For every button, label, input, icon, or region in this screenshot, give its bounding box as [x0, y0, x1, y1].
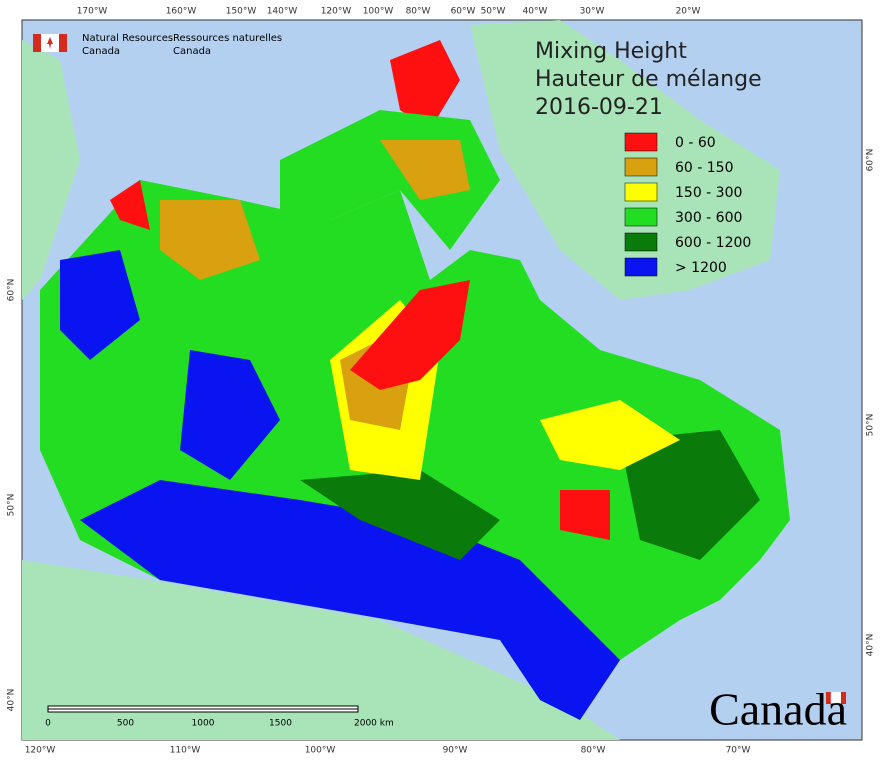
agency-en: Natural Resources — [82, 33, 173, 44]
legend-label: 150 - 300 — [675, 185, 742, 201]
scale-label: 0 — [45, 719, 51, 729]
right-lat-label: 40°N — [866, 634, 876, 657]
agency-en: Canada — [82, 46, 120, 57]
top-lon-label: 120°W — [321, 7, 352, 17]
top-lon-label: 140°W — [267, 7, 298, 17]
right-lat-label: 50°N — [866, 414, 876, 437]
top-lon-label: 20°W — [676, 7, 701, 17]
legend-label: 300 - 600 — [675, 210, 742, 226]
top-lon-label: 80°W — [406, 7, 431, 17]
legend-swatch — [624, 207, 658, 227]
legend-label: > 1200 — [675, 260, 727, 276]
bottom-lon-label: 100°W — [305, 746, 336, 756]
scale-label: 500 — [117, 719, 134, 729]
top-lon-label: 160°W — [166, 7, 197, 17]
bottom-lon-label: 120°W — [25, 746, 56, 756]
top-lon-label: 150°W — [226, 7, 257, 17]
bottom-lon-label: 110°W — [170, 746, 201, 756]
left-lat-label: 60°N — [7, 279, 17, 302]
legend-swatch — [624, 132, 658, 152]
agency-fr: Ressources naturelles — [173, 33, 282, 44]
bottom-lon-label: 70°W — [726, 746, 751, 756]
legend: 0 - 60 60 - 150 150 - 300 300 - 600 600 - 12… — [624, 132, 751, 277]
top-lon-label: 40°W — [523, 7, 548, 17]
graticule-labels: 170°W 160°W 150°W 140°W 120°W 100°W 80°W 60°W 50… — [7, 7, 876, 756]
map-title: Mixing Height — [535, 39, 687, 64]
top-lon-label: 100°W — [363, 7, 394, 17]
scale-bar: 0 500 1000 1500 2000 km — [45, 705, 394, 729]
left-lat-label: 50°N — [7, 494, 17, 517]
top-lon-label: 170°W — [77, 7, 108, 17]
legend-label: 600 - 1200 — [675, 235, 751, 251]
right-lat-label: 60°N — [866, 149, 876, 172]
left-lat-label: 40°N — [7, 689, 17, 712]
scale-label: 2000 km — [354, 719, 394, 729]
scale-label: 1000 — [192, 719, 215, 729]
wordmark-flag — [826, 691, 846, 705]
map-land — [22, 20, 790, 740]
legend-swatch — [624, 232, 658, 252]
legend-label: 0 - 60 — [675, 135, 716, 151]
bottom-lon-label: 90°W — [443, 746, 468, 756]
bottom-lon-label: 80°W — [581, 746, 606, 756]
scale-label: 1500 — [269, 719, 292, 729]
top-lon-label: 60°W — [451, 7, 476, 17]
logo-flag — [33, 34, 67, 52]
agency-fr: Canada — [173, 46, 211, 57]
wordmark: Canada — [709, 684, 847, 735]
top-lon-label: 50°W — [481, 7, 506, 17]
legend-label: 60 - 150 — [675, 160, 734, 176]
map-title: Hauteur de mélange — [535, 67, 762, 92]
map-date: 2016-09-21 — [535, 95, 663, 120]
legend-swatch — [624, 257, 658, 277]
legend-swatch — [624, 157, 658, 177]
legend-swatch — [624, 182, 658, 202]
top-lon-label: 30°W — [580, 7, 605, 17]
